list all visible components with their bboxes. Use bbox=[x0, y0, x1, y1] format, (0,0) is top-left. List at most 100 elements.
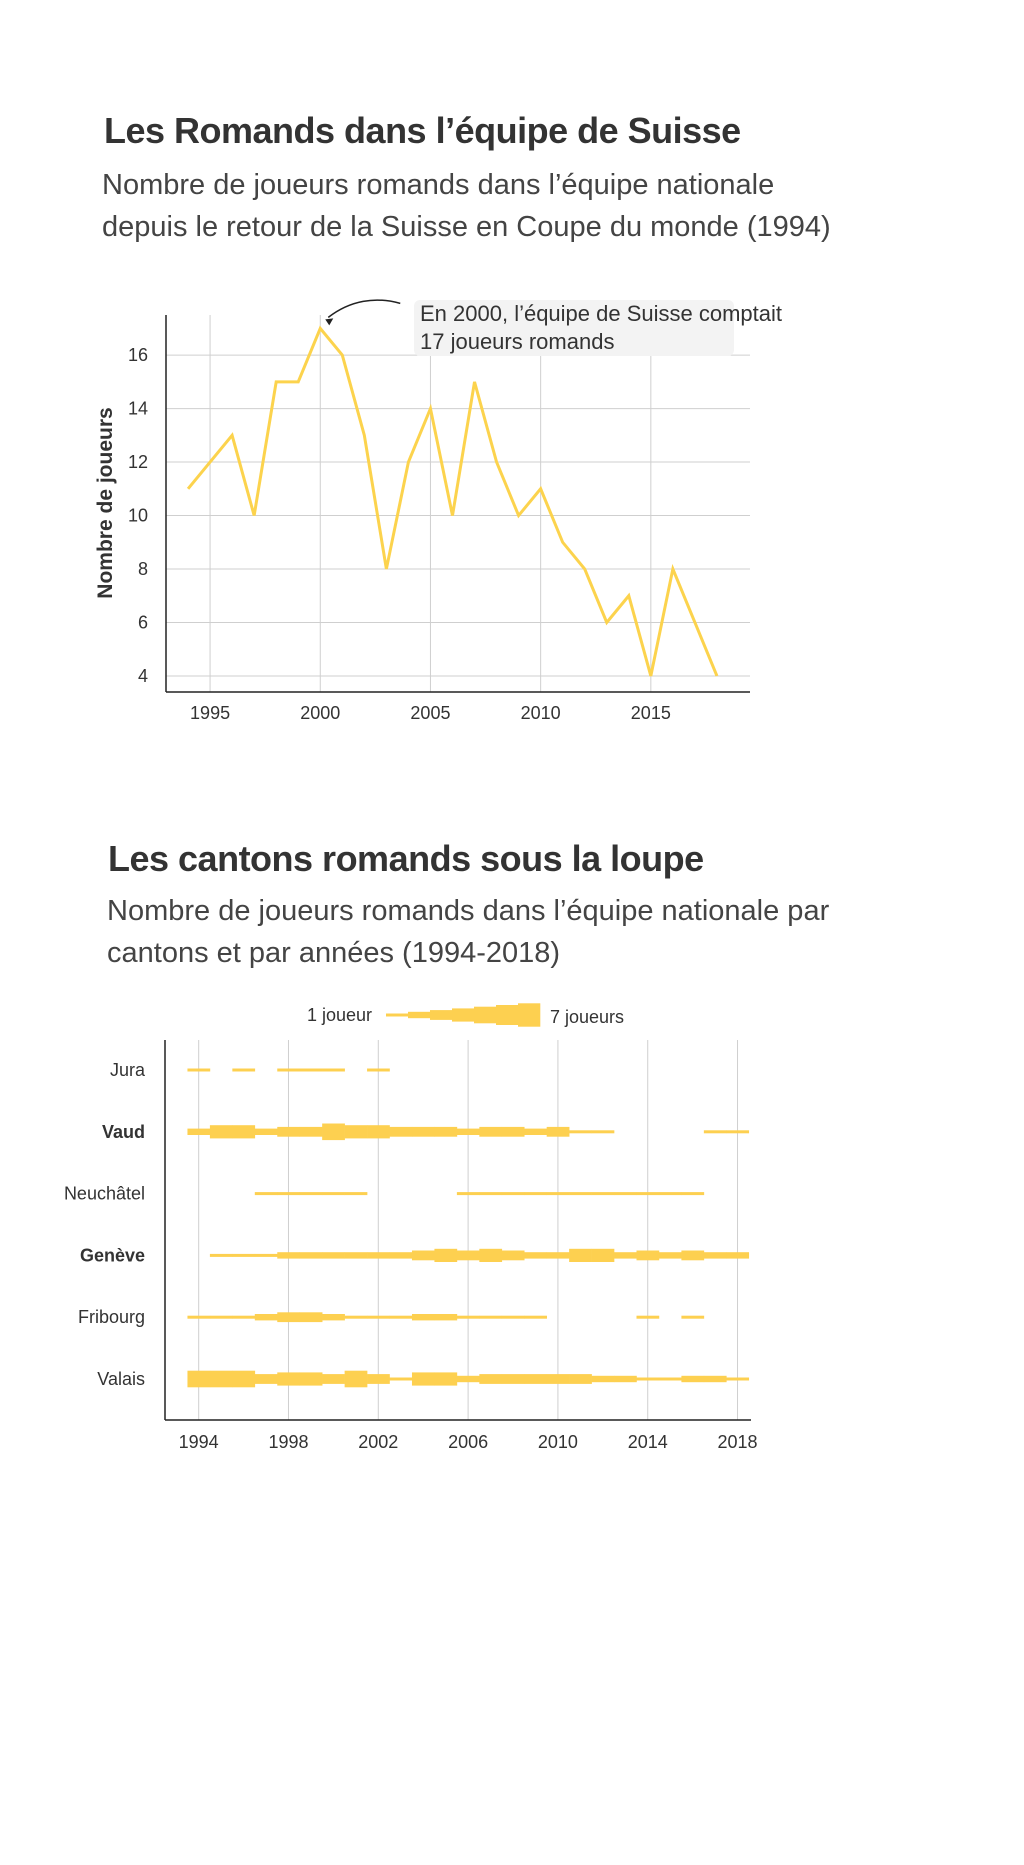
year-segment bbox=[703, 1130, 727, 1134]
legend-step bbox=[452, 1008, 475, 1022]
x-tick-label: 2006 bbox=[448, 1432, 488, 1452]
year-segment bbox=[232, 1125, 256, 1139]
year-segment bbox=[209, 1370, 233, 1388]
year-segment bbox=[524, 1315, 547, 1319]
year-segment bbox=[389, 1377, 413, 1381]
chart2-subtitle-line-2: cantons et par années (1994-2018) bbox=[107, 937, 561, 969]
annotation-background bbox=[414, 300, 734, 356]
year-segment bbox=[299, 1312, 323, 1323]
x-tick-label: 1998 bbox=[268, 1432, 308, 1452]
year-segment bbox=[546, 1374, 570, 1384]
row-neuchâtel: Neuchâtel bbox=[64, 1184, 705, 1204]
x-tick-label: 2015 bbox=[631, 703, 671, 723]
year-segment bbox=[524, 1374, 547, 1384]
year-segment bbox=[614, 1375, 637, 1383]
x-tick-label: 1995 bbox=[190, 703, 230, 723]
year-segment bbox=[389, 1126, 413, 1137]
year-segment bbox=[479, 1248, 503, 1262]
annotation-text-line: 17 joueurs romands bbox=[420, 329, 614, 354]
chart2-title: Les cantons romands sous la loupe bbox=[108, 838, 704, 879]
year-segment bbox=[456, 1315, 480, 1319]
year-segment bbox=[232, 1068, 256, 1072]
chart2-rows: Jura Vaud Neuchâtel Genève Fribourg Valais bbox=[64, 1060, 750, 1389]
year-segment bbox=[591, 1192, 615, 1196]
x-tick-label: 2010 bbox=[521, 703, 561, 723]
chart1-title: Les Romands dans l’équipe de Suisse bbox=[104, 110, 741, 151]
year-segment bbox=[322, 1252, 345, 1259]
year-segment bbox=[591, 1375, 615, 1383]
year-segment bbox=[614, 1252, 637, 1259]
year-segment bbox=[479, 1126, 503, 1137]
chart2-ticks: 1994 1998 2002 2006 2010 2014 2018 bbox=[179, 1432, 758, 1452]
year-segment bbox=[299, 1252, 323, 1259]
row-label: Genève bbox=[80, 1245, 145, 1265]
year-segment bbox=[434, 1126, 458, 1137]
legend-step bbox=[518, 1003, 541, 1027]
year-segment bbox=[367, 1374, 390, 1384]
legend-min-label: 1 joueur bbox=[307, 1005, 372, 1025]
year-segment bbox=[569, 1374, 592, 1384]
row-jura: Jura bbox=[110, 1060, 390, 1080]
legend-step bbox=[408, 1011, 431, 1019]
year-segment bbox=[614, 1192, 637, 1196]
x-tick-label: 2014 bbox=[628, 1432, 668, 1452]
legend-max-label: 7 joueurs bbox=[550, 1007, 624, 1027]
year-segment bbox=[367, 1252, 390, 1259]
row-vaud: Vaud bbox=[102, 1122, 750, 1142]
year-segment bbox=[367, 1068, 390, 1072]
year-segment bbox=[389, 1315, 413, 1319]
year-segment bbox=[501, 1315, 525, 1319]
year-segment bbox=[546, 1192, 570, 1196]
year-segment bbox=[277, 1192, 301, 1196]
year-segment bbox=[322, 1123, 345, 1141]
year-segment bbox=[636, 1250, 660, 1261]
year-segment bbox=[277, 1068, 301, 1072]
year-segment bbox=[501, 1126, 525, 1137]
year-segment bbox=[322, 1068, 345, 1072]
year-segment bbox=[524, 1192, 547, 1196]
year-segment bbox=[636, 1377, 660, 1381]
year-segment bbox=[681, 1250, 705, 1261]
chart1-y-axis-label: Nombre de joueurs bbox=[94, 407, 117, 598]
chart1-subtitle-line-1: Nombre de joueurs romands dans l’équipe … bbox=[102, 169, 775, 201]
year-segment bbox=[389, 1252, 413, 1259]
year-segment bbox=[546, 1252, 570, 1259]
year-segment bbox=[187, 1370, 211, 1388]
chart1-ticks: 1995 2000 2005 2010 2015 4 6 8 10 12 14 16 bbox=[128, 345, 671, 723]
year-segment bbox=[501, 1250, 525, 1261]
year-segment bbox=[434, 1248, 458, 1262]
row-label: Jura bbox=[110, 1060, 146, 1080]
row-genève: Genève bbox=[80, 1245, 750, 1265]
year-segment bbox=[501, 1374, 525, 1384]
year-segment bbox=[277, 1372, 301, 1386]
row-valais: Valais bbox=[97, 1369, 750, 1389]
chart2-subtitle: Nombre de joueurs romands dans l’équipe … bbox=[107, 890, 829, 974]
year-segment bbox=[254, 1128, 278, 1135]
row-label: Fribourg bbox=[78, 1307, 145, 1327]
x-tick-label: 2005 bbox=[410, 703, 450, 723]
year-segment bbox=[524, 1252, 547, 1259]
year-segment bbox=[209, 1125, 233, 1139]
annotation-text-line: En 2000, l’équipe de Suisse comptait bbox=[420, 301, 782, 326]
y-tick-label: 10 bbox=[128, 506, 148, 526]
year-segment bbox=[187, 1128, 211, 1135]
year-segment bbox=[456, 1375, 480, 1383]
year-segment bbox=[569, 1192, 592, 1196]
year-segment bbox=[232, 1315, 256, 1319]
year-segment bbox=[479, 1192, 503, 1196]
year-segment bbox=[344, 1252, 368, 1259]
year-segment bbox=[456, 1250, 480, 1261]
year-segment bbox=[277, 1126, 301, 1137]
legend-step bbox=[496, 1005, 519, 1025]
year-segment bbox=[681, 1315, 705, 1319]
year-segment bbox=[501, 1192, 525, 1196]
annotation-arrow bbox=[327, 299, 401, 318]
year-segment bbox=[232, 1370, 256, 1388]
year-segment bbox=[703, 1375, 727, 1383]
year-segment bbox=[254, 1253, 278, 1257]
chart1-subtitle: Nombre de joueurs romands dans l’équipe … bbox=[102, 164, 831, 248]
year-segment bbox=[681, 1375, 705, 1383]
year-segment bbox=[546, 1126, 570, 1137]
x-tick-label: 2002 bbox=[358, 1432, 398, 1452]
chart2-subtitle-line-1: Nombre de joueurs romands dans l’équipe … bbox=[107, 895, 830, 927]
